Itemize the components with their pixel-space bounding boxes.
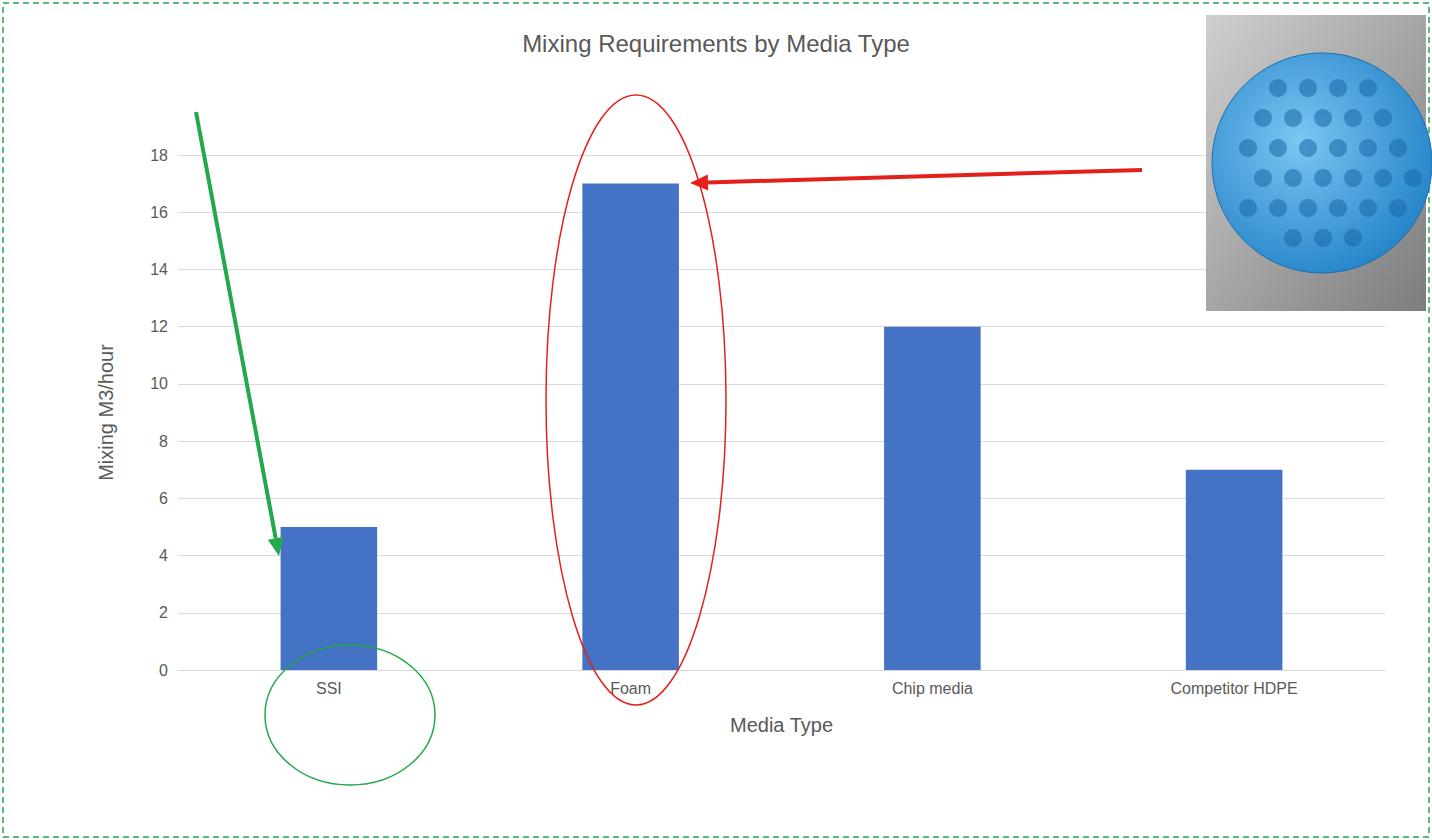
svg-text:2: 2 xyxy=(159,604,168,621)
svg-text:12: 12 xyxy=(150,318,168,335)
svg-text:10: 10 xyxy=(150,375,168,392)
svg-text:0: 0 xyxy=(159,662,168,679)
svg-text:14: 14 xyxy=(150,261,168,278)
svg-text:Media Type: Media Type xyxy=(730,714,833,736)
svg-text:16: 16 xyxy=(150,204,168,221)
svg-text:18: 18 xyxy=(150,147,168,164)
svg-text:Chip media: Chip media xyxy=(892,680,973,697)
svg-text:8: 8 xyxy=(159,433,168,450)
svg-text:Foam: Foam xyxy=(610,680,651,697)
svg-text:Mixing Requirements by Media T: Mixing Requirements by Media Type xyxy=(522,30,910,57)
svg-text:4: 4 xyxy=(159,547,168,564)
svg-text:SSI: SSI xyxy=(316,680,342,697)
svg-text:Mixing M3/hour: Mixing M3/hour xyxy=(95,344,117,481)
svg-text:6: 6 xyxy=(159,490,168,507)
svg-text:Competitor HDPE: Competitor HDPE xyxy=(1171,680,1298,697)
